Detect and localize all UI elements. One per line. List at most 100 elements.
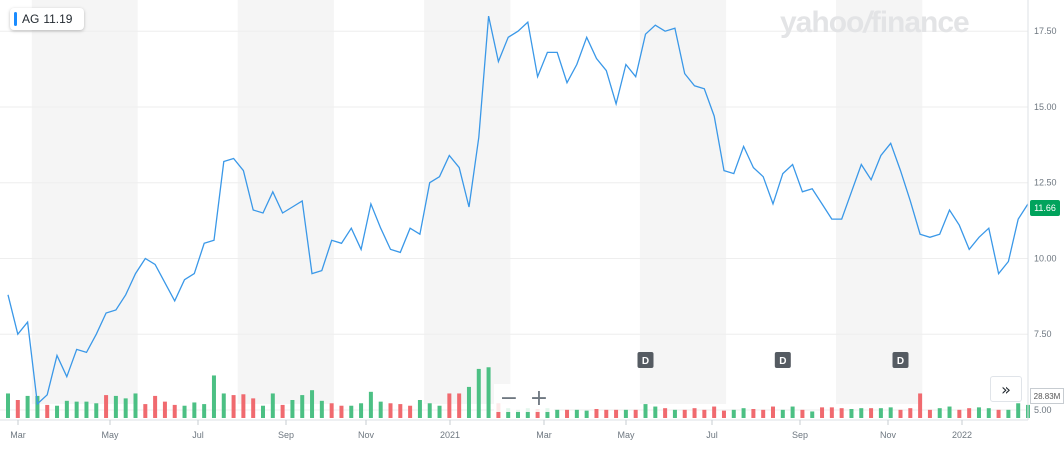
volume-bar	[15, 400, 20, 418]
volume-bar	[731, 409, 736, 418]
volume-bar	[329, 403, 334, 418]
zoom-out-button[interactable]: −	[494, 384, 524, 412]
volume-bar	[153, 395, 158, 418]
volume-bar	[202, 404, 207, 418]
x-tick-label: Sep	[792, 430, 808, 440]
volume-bar	[221, 393, 226, 418]
volume-bar	[437, 405, 442, 418]
volume-bar	[251, 398, 256, 418]
dividend-marker-label: D	[897, 356, 904, 367]
volume-bar	[339, 405, 344, 418]
volume-bar	[692, 408, 697, 418]
background-bands	[31, 0, 923, 404]
dividend-marker: D	[774, 352, 791, 368]
volume-bar	[427, 403, 432, 418]
volume-bar	[94, 403, 99, 418]
volume-bar	[898, 409, 903, 418]
x-tick-label: Nov	[358, 430, 375, 440]
x-tick-label: Jul	[706, 430, 718, 440]
volume-bar	[55, 405, 60, 418]
dividend-marker-box	[892, 352, 909, 368]
volume-bar	[947, 406, 952, 418]
scroll-to-latest-button[interactable]: »	[990, 376, 1022, 402]
volume-bar	[104, 395, 109, 418]
volume-bar	[741, 408, 746, 418]
ticker-badge[interactable]: AG 11.19	[10, 8, 85, 30]
volume-bar	[869, 408, 874, 418]
volume-bar	[555, 409, 560, 418]
volume-bar	[25, 395, 30, 418]
volume-bar	[408, 405, 413, 418]
volume-bar	[476, 368, 481, 418]
volume-bar	[986, 408, 991, 418]
volume-bar	[74, 401, 79, 418]
y-tick-label: 10.00	[1034, 253, 1057, 263]
volume-bar	[653, 406, 658, 418]
zoom-in-button[interactable]: +	[524, 384, 554, 412]
volume-bar	[810, 411, 815, 418]
volume-bar	[417, 400, 422, 418]
volume-bar	[192, 402, 197, 418]
volume-bar	[84, 401, 89, 418]
volume-bar	[663, 408, 668, 418]
volume-bar	[584, 410, 589, 418]
x-tick-label: 2021	[440, 430, 460, 440]
volume-bar	[211, 375, 216, 418]
x-tick-label: Mar	[536, 430, 552, 440]
volume-bar	[378, 401, 383, 418]
x-tick-label: May	[617, 430, 635, 440]
volume-bar	[516, 409, 520, 418]
volume-bar	[594, 409, 599, 418]
volume-bar	[319, 400, 324, 418]
volume-bar	[957, 409, 962, 418]
volume-bar	[712, 406, 717, 418]
series-color-bar	[14, 12, 17, 26]
volume-bar	[182, 405, 187, 418]
y-tick-label: 17.50	[1034, 26, 1057, 36]
volume-bar	[721, 410, 726, 418]
dividend-marker: D	[637, 352, 654, 368]
volume-bar	[300, 395, 305, 418]
volume-bar	[123, 398, 128, 418]
volume-bar	[506, 408, 511, 418]
x-tick-label: 2022	[952, 430, 972, 440]
volume-bar	[133, 393, 138, 418]
volume-bar	[466, 386, 471, 418]
y-axis: 17.50 15.00 12.50 10.00 7.50 5.00	[1027, 0, 1057, 420]
volume-bar	[290, 400, 295, 418]
x-tick-label: Nov	[880, 430, 897, 440]
price-line	[7, 15, 1029, 406]
x-tick-label: May	[101, 430, 119, 440]
volume-bar	[162, 401, 167, 418]
volume-bar	[927, 409, 932, 418]
volume-bar	[604, 409, 609, 418]
volume-bar	[918, 393, 923, 418]
volume-bar	[878, 408, 883, 418]
volume-bar	[614, 409, 619, 418]
volume-bar	[565, 409, 570, 418]
volume-bar	[574, 409, 579, 418]
volume-bar	[359, 403, 364, 418]
volume-bar	[270, 393, 275, 418]
volume-bar	[545, 408, 550, 418]
y-tick-label: 15.00	[1034, 102, 1057, 112]
volume-bar	[1006, 409, 1011, 418]
volume-bar	[447, 393, 452, 418]
volume-bar	[820, 407, 825, 418]
volume-bar	[967, 408, 972, 418]
volume-bar	[682, 409, 687, 418]
volume-bar	[280, 404, 285, 418]
volume-bar	[486, 367, 491, 418]
x-axis: Mar May Jul Sep Nov 2021 Mar May Jul Sep Nov 2022	[0, 419, 1028, 440]
dividend-marker-box	[774, 352, 791, 368]
volume-bar	[64, 400, 69, 418]
volume-tag: 28.83M	[1030, 388, 1064, 404]
volume-bar	[1016, 403, 1021, 418]
yahoo-finance-logo: yahoo/finance	[780, 6, 970, 39]
volume-bar	[525, 408, 530, 418]
volume-bar	[672, 409, 677, 418]
volume-bar	[790, 406, 795, 418]
volume-bar	[800, 409, 805, 418]
volume-bar	[6, 393, 10, 418]
